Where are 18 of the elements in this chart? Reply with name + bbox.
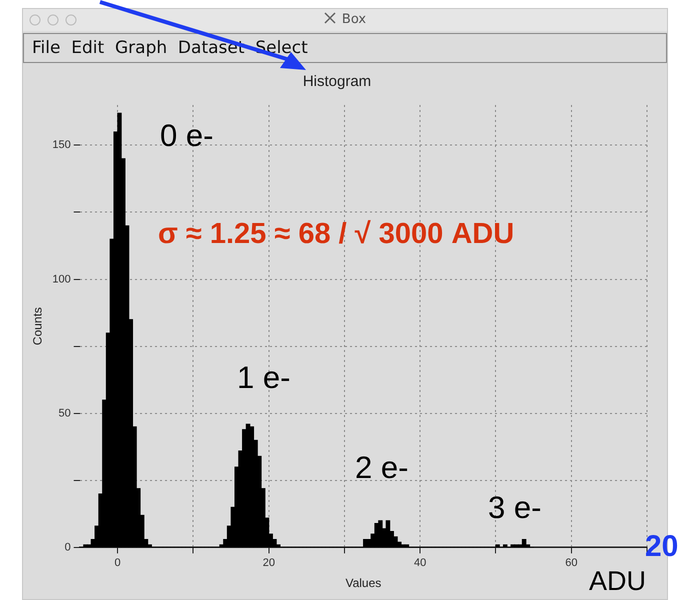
y-tick-label: 50 — [58, 407, 71, 420]
x-tick-label: 40 — [414, 557, 426, 570]
x-tick-label: 60 — [565, 557, 578, 570]
x-tick-label: 0 — [114, 557, 121, 570]
y-tick-label: 100 — [52, 273, 71, 286]
annotation: 2 e- — [355, 450, 408, 486]
y-axis-title: Counts — [30, 307, 45, 346]
annotation: 1 e- — [237, 360, 290, 396]
y-tick-label: 0 — [64, 541, 71, 554]
x-tick-label: 20 — [262, 557, 275, 570]
annotation: 3 e- — [488, 490, 542, 526]
chart-title: Histogram — [302, 73, 372, 90]
x-axis-title: Values — [345, 576, 382, 590]
text: Box — [342, 12, 366, 27]
text: ADU — [589, 566, 646, 597]
annotation: 0 e- — [160, 118, 214, 154]
y-tick-label: 150 — [52, 139, 71, 152]
annotation: σ ≈ 1.25 ≈ 68 / √ 3000 ADU — [158, 218, 514, 251]
